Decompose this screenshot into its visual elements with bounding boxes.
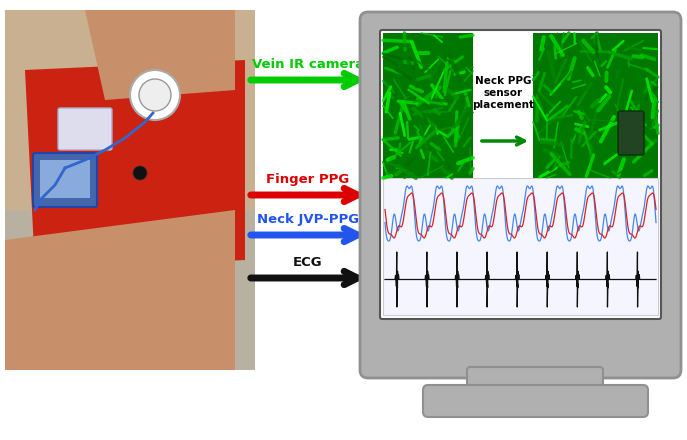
FancyBboxPatch shape (383, 33, 473, 178)
Circle shape (133, 166, 147, 180)
FancyBboxPatch shape (58, 108, 112, 150)
FancyBboxPatch shape (5, 10, 255, 370)
FancyBboxPatch shape (380, 30, 661, 319)
FancyBboxPatch shape (423, 385, 648, 417)
FancyBboxPatch shape (383, 178, 658, 315)
FancyBboxPatch shape (5, 210, 255, 370)
FancyBboxPatch shape (473, 33, 533, 178)
FancyBboxPatch shape (360, 12, 681, 378)
Polygon shape (85, 10, 235, 100)
Text: Vein IR camera: Vein IR camera (252, 58, 364, 70)
FancyBboxPatch shape (467, 367, 603, 395)
FancyBboxPatch shape (40, 160, 90, 198)
FancyBboxPatch shape (618, 111, 644, 155)
Circle shape (139, 79, 171, 111)
Text: Finger PPG: Finger PPG (267, 172, 350, 186)
Circle shape (130, 70, 180, 120)
FancyBboxPatch shape (533, 33, 658, 178)
Text: Neck JVP-PPG: Neck JVP-PPG (257, 213, 359, 225)
Text: ECG: ECG (293, 256, 323, 268)
Polygon shape (5, 210, 235, 370)
FancyBboxPatch shape (33, 153, 97, 207)
Text: Neck PPG
sensor
placement: Neck PPG sensor placement (472, 77, 534, 110)
Polygon shape (25, 60, 245, 270)
